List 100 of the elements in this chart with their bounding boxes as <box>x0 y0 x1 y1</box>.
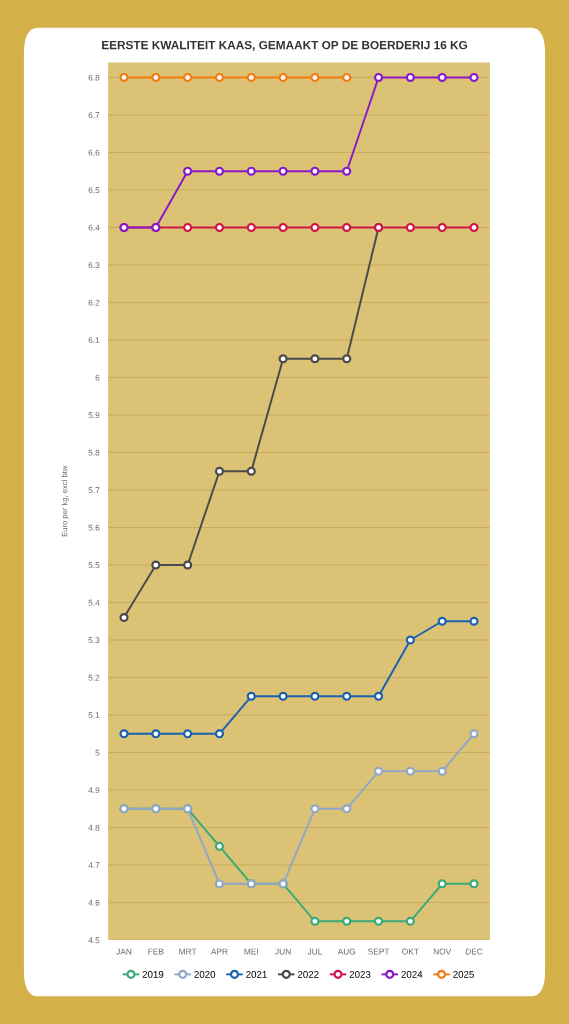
y-tick-label: 5.1 <box>88 712 100 719</box>
point <box>183 72 193 83</box>
y-tick-label: 5.6 <box>88 524 100 531</box>
y-tick-label: 4.8 <box>88 824 100 831</box>
point <box>342 804 352 814</box>
x-tick-label: NOV <box>433 948 452 955</box>
y-tick-label: 6.2 <box>88 299 100 306</box>
y-tick-label: 6.5 <box>88 187 100 194</box>
point <box>278 166 288 176</box>
point <box>373 766 384 776</box>
legend-label: 2021 <box>246 970 267 978</box>
x-tick-label: FEB <box>148 948 164 955</box>
x-tick-label: APR <box>210 948 228 955</box>
y-tick-label: 5.2 <box>88 674 100 681</box>
legend-label: 2019 <box>142 970 164 978</box>
y-tick-label: 6.6 <box>88 149 100 156</box>
x-tick-label: DEC <box>465 948 483 955</box>
point <box>310 72 320 83</box>
legend-label: 2020 <box>194 970 216 978</box>
point <box>437 766 447 776</box>
y-tick-label: 6.7 <box>88 112 100 119</box>
point <box>405 766 415 776</box>
y-tick-label: 5.5 <box>88 562 100 569</box>
y-tick-label: 6.3 <box>88 262 100 269</box>
x-tick-label: OKT <box>402 948 419 955</box>
y-tick-label: 5.8 <box>88 449 100 456</box>
point <box>342 691 352 701</box>
y-tick-label: 4.7 <box>88 862 100 869</box>
point <box>183 222 193 233</box>
point <box>342 222 352 233</box>
point <box>151 560 161 570</box>
point <box>469 616 479 626</box>
point <box>214 841 225 851</box>
point <box>183 560 193 570</box>
point <box>151 72 161 83</box>
chart-title: EERSTE KWALITEIT KAAS, GEMAAKT OP DE BOERDERIJ 16 KG <box>102 40 467 51</box>
y-tick-label: 4.9 <box>88 787 100 794</box>
point <box>342 916 352 926</box>
legend-label: 2024 <box>401 970 423 978</box>
point <box>310 354 320 364</box>
point <box>342 166 352 176</box>
x-tick-label: AUG <box>337 948 356 955</box>
point <box>437 879 447 889</box>
point <box>183 729 193 739</box>
point <box>214 222 225 233</box>
point <box>437 72 447 83</box>
point <box>214 729 225 739</box>
point <box>373 691 384 701</box>
point <box>183 166 193 176</box>
point <box>310 691 320 701</box>
y-tick-label: 5.4 <box>88 599 100 606</box>
point <box>214 166 225 176</box>
legend-label: 2022 <box>297 970 319 978</box>
point <box>246 691 256 701</box>
point <box>342 354 352 364</box>
y-tick-label: 6.4 <box>88 224 100 231</box>
point <box>405 222 415 233</box>
x-tick-label: JUL <box>307 948 323 955</box>
y-tick-label: 6.1 <box>88 337 100 344</box>
y-tick-label: 5.7 <box>88 487 100 494</box>
point <box>405 72 415 83</box>
legend-label: 2025 <box>453 970 474 978</box>
legend-label: 2023 <box>349 970 371 978</box>
x-tick-label: SEPT <box>368 948 390 955</box>
point <box>342 72 352 83</box>
point <box>469 729 479 739</box>
point <box>214 466 225 476</box>
point <box>119 72 129 83</box>
y-tick-label: 6.8 <box>88 74 100 81</box>
point <box>214 72 225 83</box>
y-tick-label: 5 <box>95 749 100 756</box>
point <box>278 222 288 233</box>
point <box>119 729 129 739</box>
point <box>310 916 320 926</box>
y-tick-label: 4.5 <box>88 937 100 944</box>
point <box>373 916 384 926</box>
y-tick-label: 5.3 <box>88 637 100 644</box>
point <box>246 466 256 476</box>
point <box>437 616 447 626</box>
point <box>119 612 129 623</box>
point <box>469 879 479 889</box>
x-tick-label: JAN <box>116 948 132 955</box>
y-tick-label: 6 <box>95 374 100 381</box>
point <box>246 72 256 83</box>
point <box>310 222 320 233</box>
x-tick-label: JUN <box>275 948 291 955</box>
x-tick-label: MRT <box>179 948 197 955</box>
x-tick-label: MEI <box>244 948 258 955</box>
point <box>246 166 256 176</box>
point <box>469 222 479 233</box>
point <box>278 72 288 83</box>
point <box>437 222 447 233</box>
point <box>405 635 415 645</box>
point <box>373 72 384 83</box>
y-tick-label: 5.9 <box>88 412 100 419</box>
point <box>310 804 320 814</box>
point <box>405 916 415 926</box>
point <box>310 166 320 176</box>
point <box>151 729 161 739</box>
point <box>278 354 288 364</box>
